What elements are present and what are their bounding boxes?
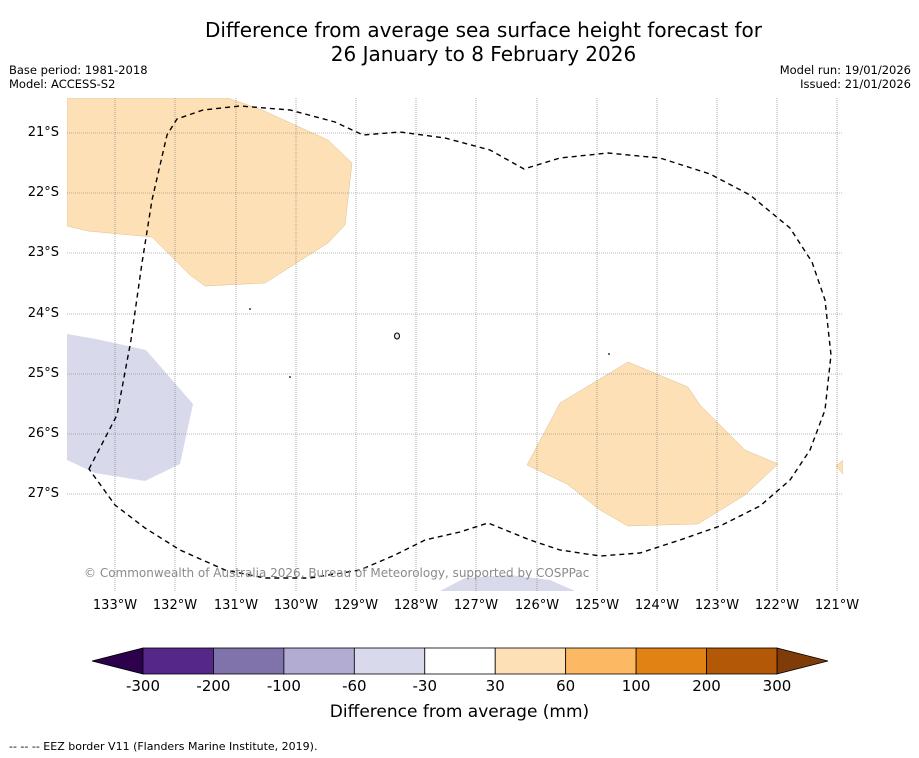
latitude-label: 24°S [27,306,59,321]
latitude-label: 27°S [27,486,59,501]
latitude-label: 21°S [27,125,59,140]
latitude-label: 25°S [27,366,59,381]
longitude-label: 132°W [152,598,198,613]
longitude-label: 123°W [694,598,740,613]
title-line-1: Difference from average sea surface heig… [204,18,763,42]
colorbar-segment [565,647,637,675]
colorbar-tick-label: 300 [762,677,792,695]
eez-legend-note: -- -- -- EEZ border V11 (Flanders Marine… [9,740,318,753]
base-period: Base period: 1981-2018 [9,63,148,77]
meta-left: Base period: 1981-2018 Model: ACCESS-S2 [9,63,148,91]
latitude-label: 22°S [27,185,59,200]
island-marker [249,308,251,310]
longitude-label: 131°W [213,598,259,613]
colorbar-segment [635,647,707,675]
colorbar-tick-label: -200 [196,677,231,695]
map-area [67,98,843,591]
colorbar-tick-label: -30 [412,677,438,695]
longitude-label: 126°W [514,598,560,613]
map-title: Difference from average sea surface heig… [24,18,919,66]
colorbar-segment [213,647,285,675]
colorbar-over-arrow [776,647,829,675]
longitude-label: 130°W [273,598,319,613]
title-line-2: 26 January to 8 February 2026 [330,42,637,66]
colorbar-tick-label: 60 [556,677,576,695]
longitude-label: 129°W [333,598,379,613]
colorbar-segment [424,647,496,675]
meta-right: Model run: 19/01/2026 Issued: 21/01/2026 [780,63,911,91]
longitude-label: 125°W [574,598,620,613]
positive-anomaly-region-east [835,459,843,475]
colorbar-tick-label: 30 [485,677,505,695]
colorbar-tick-label: -300 [125,677,161,695]
issued-date: Issued: 21/01/2026 [800,77,911,91]
longitude-label: 124°W [634,598,680,613]
gridlines [67,98,843,591]
island-marker [608,353,610,355]
model-run: Model run: 19/01/2026 [779,63,911,77]
colorbar-tick-label: 200 [692,677,721,695]
negative-anomaly-region-west [67,334,193,481]
negative-anomaly-region-south [440,575,575,591]
longitude-label: 128°W [393,598,439,613]
longitude-label: 133°W [92,598,138,613]
latitude-label: 26°S [27,426,59,441]
colorbar-segment [706,647,778,675]
colorbar-segment [353,647,426,675]
model-name: Model: ACCESS-S2 [9,77,116,91]
positive-anomaly-region-se [526,361,779,527]
longitude-label: 122°W [754,598,800,613]
copyright-notice: © Commonwealth of Australia 2026, Bureau… [84,566,590,580]
colorbar-tick-label: -100 [266,677,301,695]
longitude-label: 127°W [453,598,499,613]
colorbar-segment [494,647,567,675]
colorbar-tick-label: -60 [342,677,367,695]
colorbar-label: Difference from average (mm) [329,702,590,722]
longitude-label: 121°W [814,598,860,613]
colorbar-segment [283,647,355,675]
colorbar-segment [142,647,214,675]
eez-boundary [88,105,832,579]
latitude-label: 23°S [27,245,59,260]
island-marker [394,332,400,340]
colorbar-under-arrow [91,647,144,675]
island-marker [289,376,291,378]
colorbar-tick-label: 100 [621,677,651,695]
positive-anomaly-region-nw [67,98,353,287]
colorbar [91,647,829,675]
